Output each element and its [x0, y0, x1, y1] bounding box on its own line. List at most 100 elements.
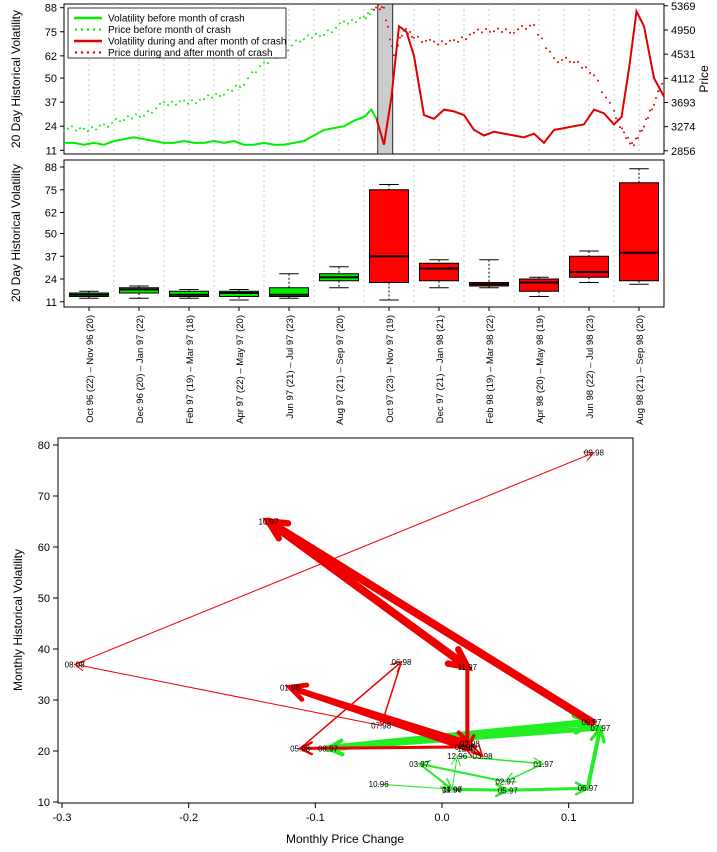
price-point	[339, 22, 341, 25]
arrow-10.96-11.96	[378, 783, 454, 794]
price-point	[307, 34, 309, 37]
category-label: Apr 98 (20) – May 98 (19)	[535, 315, 546, 424]
box-0	[69, 290, 109, 299]
price-point	[585, 66, 587, 69]
box-body	[419, 262, 459, 282]
arrow-shaft	[585, 731, 602, 791]
price-point	[477, 28, 479, 31]
panel3-point-labels: 10.96 11.96 12.96 01.97 02.97 03.97 04.97 05.97…	[65, 449, 611, 796]
box-8	[469, 259, 509, 289]
arrow-shaft	[450, 787, 505, 792]
box-body	[569, 255, 609, 278]
price-point	[119, 120, 121, 123]
price-point	[79, 127, 81, 130]
box-11	[619, 168, 659, 285]
box-6	[369, 184, 409, 301]
price-point	[389, 38, 391, 41]
ytick-label: 60	[38, 542, 50, 554]
price-point	[625, 137, 627, 140]
ytick-label: 88	[45, 162, 57, 174]
price-point	[167, 104, 169, 107]
price-point	[369, 13, 371, 16]
price-point	[135, 113, 137, 116]
arrow-shaft	[508, 763, 545, 781]
price-point	[401, 34, 403, 37]
category-label: Oct 97 (23) – Nov 97 (19)	[385, 315, 396, 423]
category-label: Dec 96 (20) – Jan 97 (22)	[135, 315, 146, 423]
price-point	[255, 71, 257, 74]
price-point	[247, 77, 249, 80]
point-label: 04.97	[442, 785, 463, 794]
price-point	[653, 103, 655, 106]
price-point	[87, 130, 89, 133]
arrow-head	[583, 451, 596, 461]
price-point	[95, 128, 97, 131]
price-point	[569, 60, 571, 63]
legend-swatch-dot	[92, 51, 96, 54]
arrow-shaft	[270, 521, 596, 726]
arrow-06.97-07.97	[585, 724, 606, 791]
price-point	[437, 43, 439, 46]
volatility-price-timeseries-panel: 11 24 37 50 62 75 88 2856 3274 3693 4112 4531 4950 5…	[9, 1, 711, 158]
ytick-label: 50	[45, 229, 57, 241]
arrow-shaft	[451, 759, 458, 790]
category-label: Feb 98 (19) – Mar 98 (22)	[485, 315, 496, 424]
box-body	[269, 287, 309, 297]
price-point	[215, 92, 217, 95]
price-point	[287, 49, 289, 52]
xtick-label: -0.1	[306, 812, 325, 824]
point-label: 07.98	[371, 722, 392, 731]
price-point	[661, 82, 663, 85]
xtick-label: -0.2	[179, 812, 198, 824]
panel2-frame	[63, 159, 665, 308]
price-point	[343, 20, 345, 23]
price-point	[481, 31, 483, 34]
price-point	[239, 86, 241, 88]
price-point	[449, 39, 451, 42]
arrow-09.97-10.97	[262, 517, 596, 726]
price-point	[203, 98, 205, 101]
price-point	[243, 83, 245, 86]
price-point	[207, 94, 209, 97]
y2tick-label: 5369	[671, 1, 695, 13]
price-point	[381, 6, 383, 9]
price-point	[223, 93, 225, 96]
arrow-12.96-01.97	[456, 755, 545, 769]
price-point	[593, 74, 595, 77]
price-point	[315, 32, 317, 35]
price-point	[365, 17, 367, 20]
panel1-y2label: Price	[697, 65, 711, 93]
price-point	[633, 144, 635, 147]
point-label: 01.97	[533, 760, 554, 769]
price-point	[259, 65, 261, 67]
panel3-xlabel: Monthly Price Change	[286, 832, 404, 846]
price-point	[211, 96, 213, 99]
arrow-shaft	[468, 742, 481, 755]
price-point	[649, 109, 651, 112]
y2tick-label: 4950	[671, 25, 695, 37]
price-point	[577, 60, 579, 63]
price-point	[517, 28, 519, 31]
arrow-shaft	[299, 663, 400, 750]
price-point	[609, 101, 611, 104]
price-point	[429, 38, 431, 41]
ytick-label: 37	[45, 251, 57, 263]
price-point	[493, 30, 495, 33]
category-label: Oct 96 (22) – Nov 96 (20)	[85, 315, 96, 423]
point-label: 12.97	[457, 744, 478, 753]
point-label: 11.96	[442, 785, 462, 794]
price-point	[473, 31, 475, 34]
price-point	[425, 39, 427, 42]
price-point	[227, 88, 229, 91]
panel2-category-labels: Oct 96 (22) – Nov 96 (20) Dec 96 (20) – J…	[85, 307, 646, 425]
ytick-label: 70	[38, 491, 50, 503]
price-point	[363, 16, 365, 18]
price-point	[545, 47, 547, 50]
category-label: Aug 97 (21) – Sep 97 (20)	[335, 315, 346, 425]
arrow-shaft	[381, 661, 403, 723]
price-point	[621, 127, 623, 130]
point-label: 10.96	[369, 780, 390, 789]
price-point	[355, 21, 357, 24]
ytick-label: 88	[45, 3, 57, 15]
box-body	[369, 189, 409, 283]
